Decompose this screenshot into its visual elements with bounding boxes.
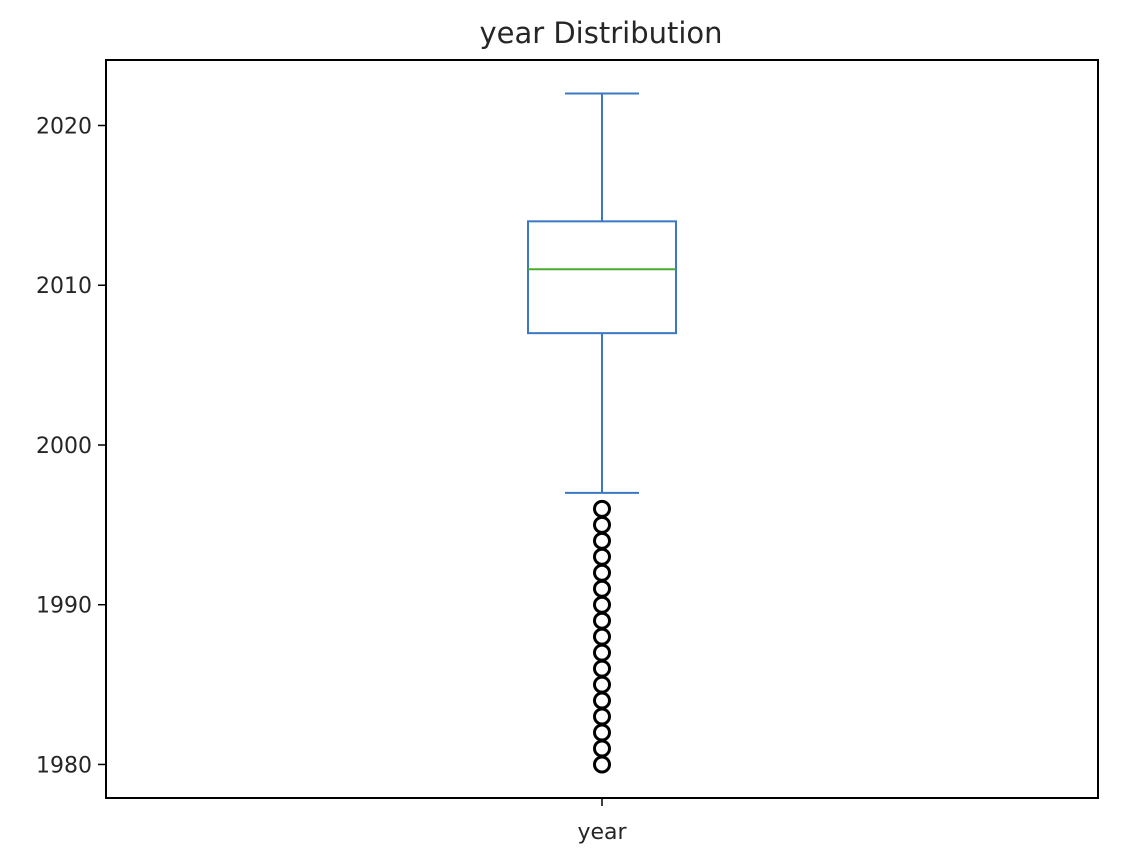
y-tick-label: 1990 <box>36 594 92 619</box>
y-tick-label: 2020 <box>36 114 92 139</box>
outlier-point <box>593 611 611 630</box>
chart-title: year Distribution <box>479 16 722 50</box>
outlier-point <box>593 755 611 774</box>
x-tick-label: year <box>577 820 627 845</box>
box-series <box>527 92 677 774</box>
y-tick-label: 2000 <box>36 434 92 459</box>
outlier-point <box>593 563 611 582</box>
y-tick-label: 1980 <box>36 753 92 778</box>
outlier-point <box>593 659 611 678</box>
outlier-point <box>593 595 611 614</box>
outlier-point <box>593 691 611 710</box>
outlier-point <box>593 675 611 694</box>
x-axis: year <box>577 798 627 845</box>
iqr-box <box>527 220 677 335</box>
outlier-point <box>593 643 611 662</box>
outlier-point <box>593 723 611 742</box>
outlier-point <box>593 515 611 534</box>
y-tick-label: 2010 <box>36 274 92 299</box>
outlier-point <box>593 739 611 758</box>
outlier-point <box>593 707 611 726</box>
y-axis: 1980 1990 2000 2010 2020 <box>36 114 106 778</box>
outlier-point <box>593 627 611 646</box>
outlier-point <box>593 499 611 518</box>
outlier-point <box>593 579 611 598</box>
outlier-point <box>593 547 611 566</box>
outlier-point <box>593 531 611 550</box>
